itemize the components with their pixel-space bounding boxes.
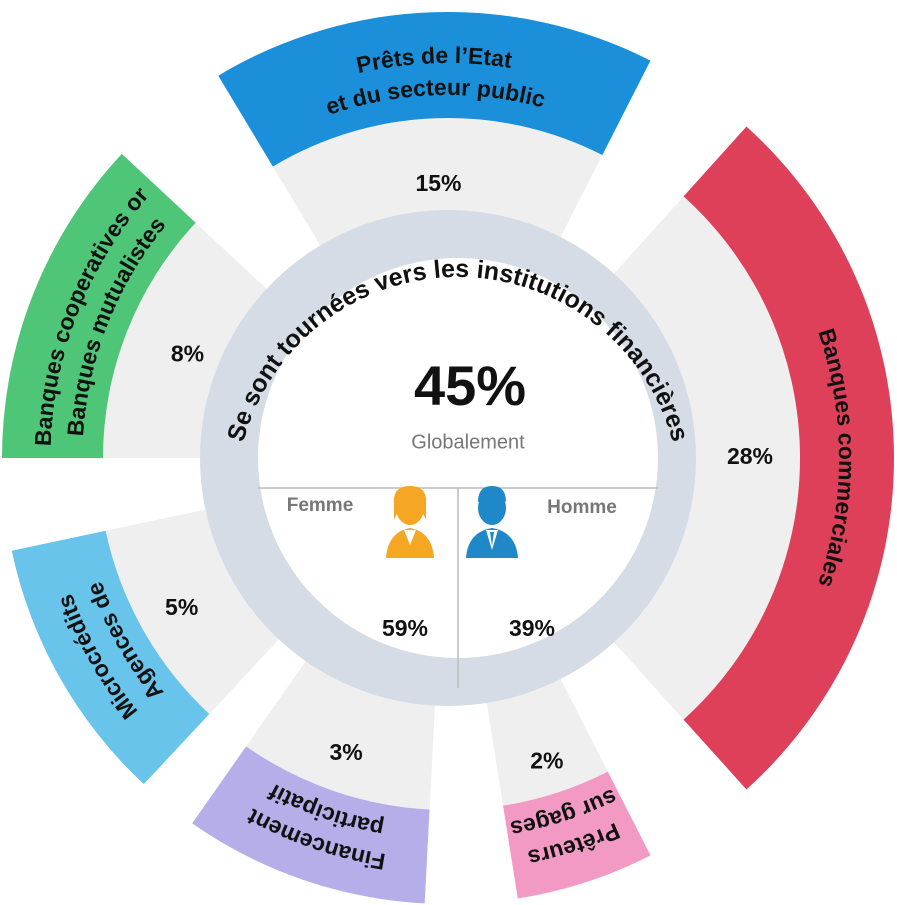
group-value: 59% xyxy=(382,615,428,641)
segment-band xyxy=(192,746,430,904)
segment-wedge xyxy=(103,222,273,458)
group-label: Femme xyxy=(287,495,354,516)
segment-value: 3% xyxy=(329,739,362,765)
segment-band xyxy=(11,530,210,785)
segment-wedge xyxy=(272,118,603,253)
segment-band xyxy=(2,153,196,458)
segment-band xyxy=(503,771,651,899)
segment-value: 28% xyxy=(727,443,773,469)
female-icon xyxy=(386,486,434,558)
segment-band xyxy=(683,126,895,790)
male-icon xyxy=(466,486,518,558)
segment-value: 15% xyxy=(415,170,461,196)
segment-wedge xyxy=(485,671,608,806)
segment-value: 2% xyxy=(530,747,563,773)
global-value: 45% xyxy=(414,354,526,417)
group-label: Homme xyxy=(547,497,617,518)
segment-band xyxy=(218,12,651,167)
segment-wedge xyxy=(105,507,285,714)
inner-circle xyxy=(258,258,658,658)
segment-value: 8% xyxy=(171,340,204,366)
global-caption: Globalement xyxy=(411,431,525,453)
group-value: 39% xyxy=(509,615,555,641)
segment-value: 5% xyxy=(165,594,198,620)
